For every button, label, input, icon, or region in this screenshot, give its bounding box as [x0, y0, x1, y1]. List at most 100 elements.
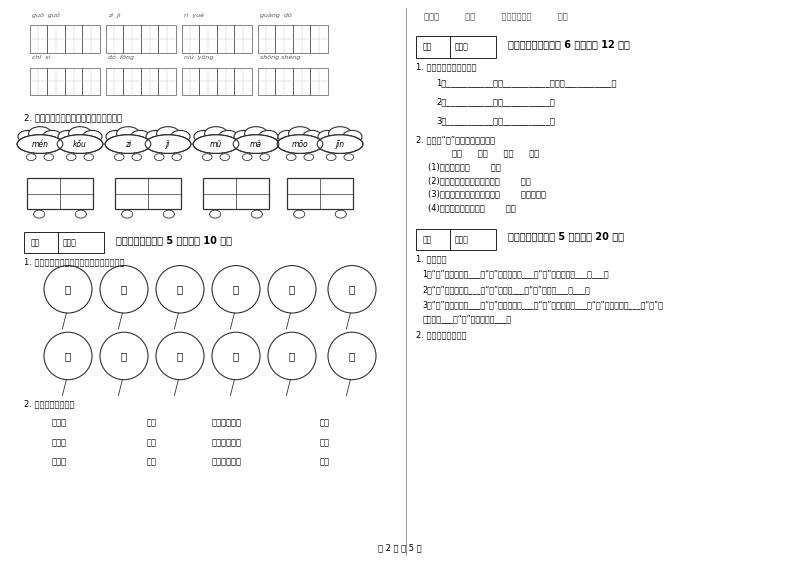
Bar	[106, 68, 123, 95]
Bar	[199, 68, 217, 95]
Ellipse shape	[105, 135, 151, 153]
Text: guǎng  dò: guǎng dò	[260, 12, 292, 18]
Text: 蓝蓝的天空像: 蓝蓝的天空像	[212, 418, 242, 427]
Text: 第 2 页 共 5 页: 第 2 页 共 5 页	[378, 544, 422, 553]
Ellipse shape	[194, 131, 214, 143]
Bar	[65, 25, 82, 53]
Text: 六、综合题（每题 5 分，共计 20 分）: 六、综合题（每题 5 分，共计 20 分）	[508, 232, 624, 242]
Ellipse shape	[147, 136, 189, 153]
Text: 评卷人: 评卷人	[454, 42, 468, 51]
Text: 闪闪的星星像: 闪闪的星星像	[212, 438, 242, 447]
Ellipse shape	[29, 127, 51, 140]
Text: jì: jì	[166, 140, 170, 149]
Text: kǒu: kǒu	[73, 140, 87, 149]
Text: 2. 我会读准拼音，还能写出正确的汉字。: 2. 我会读准拼音，还能写出正确的汉字。	[24, 113, 122, 122]
Bar	[141, 25, 158, 53]
Text: 云朵: 云朵	[146, 438, 157, 447]
Bar	[217, 25, 234, 53]
Ellipse shape	[26, 154, 36, 160]
Ellipse shape	[170, 131, 190, 143]
Text: guō  guǒ: guō guǒ	[32, 12, 60, 18]
Bar	[293, 25, 310, 53]
Ellipse shape	[42, 131, 62, 143]
Text: niú  yōng: niú yōng	[184, 55, 214, 60]
Text: 一笔变成___，“大”加一笔变成___。: 一笔变成___，“大”加一笔变成___。	[422, 314, 511, 323]
Text: 3、“日”加一笔变成___，“日”加一笔变成___，“日”加一笔变成___，“米”加一笔变成___，“了”加: 3、“日”加一笔变成___，“日”加一笔变成___，“日”加一笔变成___，“米…	[422, 301, 663, 310]
Text: 松: 松	[65, 284, 71, 294]
Bar	[27, 178, 93, 209]
Text: 1、___________那么___________，那么___________。: 1、___________那么___________，那么___________…	[436, 78, 617, 87]
Ellipse shape	[19, 136, 61, 153]
Bar	[47, 68, 65, 95]
Bar	[30, 25, 47, 53]
Ellipse shape	[193, 135, 239, 153]
Ellipse shape	[278, 131, 298, 143]
Ellipse shape	[69, 127, 91, 140]
Ellipse shape	[302, 131, 322, 143]
Bar	[158, 68, 176, 95]
Text: 1. 我会把句子补充完整。: 1. 我会把句子补充完整。	[416, 62, 477, 71]
Ellipse shape	[57, 135, 103, 153]
Text: 朋: 朋	[121, 284, 127, 294]
Text: 大山: 大山	[146, 418, 157, 427]
Bar	[123, 25, 141, 53]
Ellipse shape	[59, 136, 101, 153]
Text: dò  fōng: dò fōng	[108, 55, 134, 60]
Ellipse shape	[114, 154, 124, 160]
Bar	[275, 25, 293, 53]
Bar	[310, 25, 328, 53]
Bar	[115, 178, 181, 209]
Bar	[234, 68, 252, 95]
Text: 钒石: 钒石	[320, 418, 330, 427]
Text: 3、___________常常___________。: 3、___________常常___________。	[436, 116, 555, 125]
Text: 友: 友	[233, 351, 239, 361]
Text: 得分: 得分	[422, 42, 432, 51]
Bar	[258, 68, 275, 95]
Bar	[30, 68, 47, 95]
Text: 2. 想一想，连一连。: 2. 想一想，连一连。	[24, 399, 74, 408]
Ellipse shape	[242, 154, 252, 160]
Bar	[203, 178, 269, 209]
Text: shōng shéng: shōng shéng	[260, 55, 300, 60]
Ellipse shape	[258, 131, 278, 143]
Ellipse shape	[157, 127, 179, 140]
Text: 得分: 得分	[30, 238, 40, 247]
Text: (3)奶奶的身体好了，妈妈才（        ）地回家。: (3)奶奶的身体好了，妈妈才（ ）地回家。	[428, 190, 546, 199]
Bar	[217, 68, 234, 95]
Ellipse shape	[235, 136, 277, 153]
Ellipse shape	[44, 154, 54, 160]
Text: 站: 站	[349, 284, 355, 294]
Ellipse shape	[218, 131, 238, 143]
Ellipse shape	[18, 131, 38, 143]
Bar	[123, 68, 141, 95]
Text: 金子: 金子	[320, 438, 330, 447]
Ellipse shape	[317, 135, 363, 153]
Bar	[141, 68, 158, 95]
Bar	[47, 25, 65, 53]
Text: mōo: mōo	[292, 140, 308, 149]
Text: 高高的: 高高的	[52, 438, 67, 447]
Text: 得分: 得分	[422, 235, 432, 244]
Ellipse shape	[17, 135, 63, 153]
Ellipse shape	[289, 127, 311, 140]
Text: 2、___________十分___________。: 2、___________十分___________。	[436, 97, 554, 106]
Ellipse shape	[342, 131, 362, 143]
Text: 四、连一连（每题 5 分，共计 10 分）: 四、连一连（每题 5 分，共计 10 分）	[116, 236, 232, 246]
Bar	[199, 25, 217, 53]
Bar	[310, 68, 328, 95]
Bar	[82, 25, 100, 53]
Text: zì  jì: zì jì	[108, 13, 121, 18]
Ellipse shape	[220, 154, 230, 160]
Text: mǔ: mǔ	[210, 140, 222, 149]
Ellipse shape	[319, 136, 361, 153]
Text: 评卷人: 评卷人	[454, 235, 468, 244]
Text: 1. 哪两个气球可以连在一起，请你连一连。: 1. 哪两个气球可以连在一起，请你连一连。	[24, 257, 125, 266]
Bar	[287, 178, 353, 209]
Ellipse shape	[66, 154, 76, 160]
Ellipse shape	[277, 135, 323, 153]
Ellipse shape	[245, 127, 267, 140]
Text: 评卷人: 评卷人	[62, 238, 76, 247]
Bar	[82, 68, 100, 95]
Text: 2. 选择和“心”组成的词语填在句: 2. 选择和“心”组成的词语填在句	[416, 136, 495, 145]
Text: 灿烂的阳光像: 灿烂的阳光像	[212, 458, 242, 467]
